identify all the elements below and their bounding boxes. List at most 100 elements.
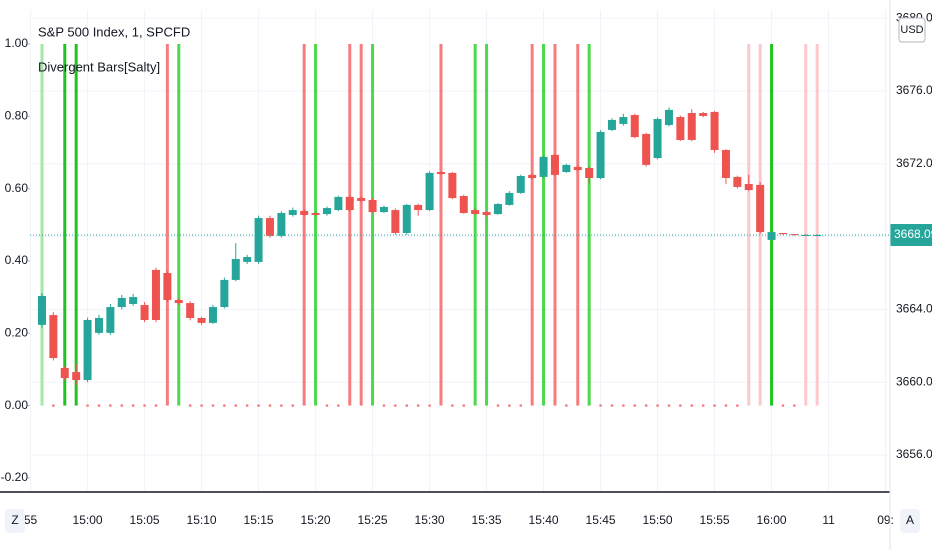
indicator-dot [496,404,500,407]
candle-body [197,317,206,323]
y-tick-label: -0.20 [1,470,29,484]
indicator-bar [553,43,557,406]
candle-body [334,196,343,211]
indicator-dot [405,404,408,407]
zoom-button[interactable] [5,509,25,533]
indicator-dot [622,404,625,407]
y-tick-label: 0.80 [5,108,29,122]
indicator-dot [86,404,89,407]
candle-body [585,167,594,179]
candle-body [208,307,217,323]
candle-body [425,172,434,211]
candle-body [231,259,240,280]
y2-tick-label: 3660.00 [896,374,932,388]
indicator-dot [109,404,112,407]
x-tick-label: 15:40 [529,513,559,527]
indicator-bar [542,43,546,406]
indicator-dot [679,404,682,407]
zoom-label[interactable]: Z [11,513,18,527]
x-tick-label: 15:20 [301,513,331,527]
indicator-bar [576,43,580,406]
indicator-bar [165,43,169,406]
indicator-dot [781,404,785,407]
legend-indicator: Divergent Bars[Salty] [38,59,160,74]
indicator-bar [348,43,352,406]
indicator-dot [257,404,260,407]
candle-body [117,297,126,308]
x-tick-label: 15:55 [700,513,730,527]
candle-body [664,109,673,126]
x-tick-label: 09: [877,513,894,527]
auto-scale-button[interactable] [900,509,920,533]
candle-body [254,218,263,262]
indicator-dot [793,404,796,407]
indicator-dot [131,404,135,407]
candle-body [300,210,309,215]
candle-body [607,119,616,130]
indicator-bar [359,43,363,406]
candle-body [528,174,537,179]
candle-body [311,212,320,215]
indicator-bar [74,43,78,406]
x-tick-label: 16:00 [757,513,787,527]
indicator-dot [291,404,294,407]
indicator-dot [416,404,420,407]
candle-body [448,172,457,199]
indicator-dot [188,404,192,407]
candle-body [391,210,400,233]
indicator-dot [234,404,237,407]
candle-body [94,317,103,333]
indicator-dot [394,404,397,407]
candle-body [220,279,229,308]
indicator-dot [223,404,226,407]
indicator-bar [439,43,443,406]
candle-body [676,117,685,140]
indicator-bar [302,43,306,406]
candle-body [174,299,183,304]
candle-body [813,234,822,236]
candle-body [49,315,58,359]
candle-body [756,184,765,233]
indicator-dot [143,404,146,407]
indicator-dot [724,404,728,407]
currency-label[interactable]: USD [900,24,923,36]
indicator-dot [200,404,203,407]
x-tick-label: 15:25 [358,513,388,527]
x-tick-label: 15:15 [244,513,274,527]
indicator-dot [120,404,123,407]
y2-tick-label: 3672.00 [896,156,932,170]
auto-scale-label[interactable]: A [906,513,914,527]
indicator-dot [610,404,614,407]
indicator-bar [63,43,67,406]
candle-body [186,303,195,318]
candle-body [767,232,776,240]
candle-body [630,115,639,138]
candle-body [402,204,411,233]
indicator-dot [736,404,739,407]
candle-body [539,156,548,177]
y-tick-label: 0.60 [5,181,29,195]
candle-body [357,198,366,201]
candle-body [687,113,696,140]
plot-area [30,43,890,407]
indicator-dot [428,404,431,407]
indicator-dot [451,404,454,407]
currency-button[interactable] [898,17,926,43]
candle-body [550,154,559,175]
candle-body [801,234,810,236]
indicator-dot [97,404,101,407]
candle-body [140,305,149,320]
indicator-bar [485,43,489,406]
candle-body [345,196,354,211]
indicator-dot [565,404,568,407]
candle-body [790,234,799,236]
indicator-dot [667,404,671,407]
candle-body [72,372,81,381]
y2-tick-label: 3656.00 [896,447,932,461]
candle-body [163,273,172,300]
indicator-bar [815,43,819,406]
x-tick-label: 15:45 [586,513,616,527]
y2-tick-label: 3664.00 [896,302,932,316]
x-tick-label: 55 [24,513,38,527]
indicator-dot [644,404,648,407]
